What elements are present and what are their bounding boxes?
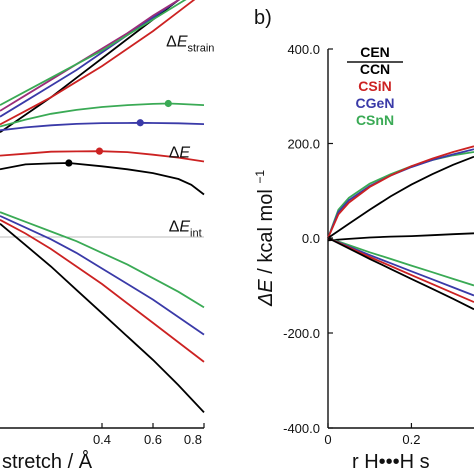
y-label-unit: / kcal mol bbox=[255, 189, 277, 273]
panel-b-y-ticks: 400.0 200.0 0.0 -200.0 -400.0 bbox=[283, 42, 333, 436]
panel-b-series-line-2 bbox=[327, 145, 474, 239]
panel-a-marker-3 bbox=[65, 159, 73, 167]
annotation-delta-e-total: ΔE bbox=[169, 145, 191, 162]
panel-b-x-tick-label: 0.2 bbox=[402, 432, 420, 447]
annotation-e: E bbox=[179, 219, 190, 236]
panel-a-series-group bbox=[0, 0, 205, 414]
panel-b-series-line-3 bbox=[327, 155, 474, 239]
panel-a-marker-1 bbox=[136, 119, 144, 127]
panel-a-x-tick-label: 0.6 bbox=[144, 432, 162, 447]
panel-a-series-line-11 bbox=[0, 219, 205, 363]
annotation-delta-e-strain: ΔEstrain bbox=[166, 34, 214, 55]
panel-b-y-tick-label: -400.0 bbox=[283, 421, 320, 436]
panel-a-series-line-9 bbox=[0, 211, 205, 309]
panel-a-marker-0 bbox=[164, 99, 172, 108]
annotation-delta-e-int: ΔEint bbox=[169, 219, 202, 240]
panel-a-x-axis-label: stretch / Å bbox=[2, 450, 93, 473]
panel-a-x-tick-label: 0.8 bbox=[184, 432, 202, 447]
panel-b-x-tick-label: 0 bbox=[324, 432, 331, 447]
panel-a-series-line-8 bbox=[0, 162, 205, 196]
panel-b-series-line-6 bbox=[327, 237, 474, 297]
svg-text:ΔE / kcal mol: ΔE / kcal mol −1 bbox=[253, 170, 277, 307]
panel-b-y-tick-label: 200.0 bbox=[287, 137, 320, 152]
panel-a-series-line-12 bbox=[0, 223, 205, 414]
panel-b-y-axis-label: ΔE / kcal mol −1 bbox=[253, 170, 277, 307]
legend-entry-csnn: CSnN bbox=[356, 112, 394, 128]
annotation-subscript: strain bbox=[188, 43, 215, 55]
panel-b-x-axis-label: r H•••H s bbox=[352, 451, 430, 473]
panel-b-series-line-8 bbox=[327, 237, 474, 311]
panel-b-x-ticks: 0 0.2 bbox=[324, 423, 420, 447]
y-label-exponent: −1 bbox=[253, 170, 267, 184]
legend-entry-ccn: CCN bbox=[360, 61, 390, 77]
panel-a-series-line-3 bbox=[0, 0, 181, 112]
panel-a-markers bbox=[65, 99, 172, 167]
legend-entry-cen: CEN bbox=[360, 44, 390, 60]
annotation-delta: Δ bbox=[169, 145, 180, 162]
panel-a-x-ticks: 0.4 0.6 0.8 bbox=[93, 423, 205, 447]
y-label-main: ΔE bbox=[255, 279, 277, 307]
panel-a-series-line-4 bbox=[0, 0, 187, 106]
panel-b-y-tick-label: -200.0 bbox=[283, 326, 320, 341]
panel-b-y-tick-label: 400.0 bbox=[287, 42, 320, 57]
panel-b-series-line-4 bbox=[327, 232, 474, 242]
annotation-delta: Δ bbox=[166, 34, 177, 51]
panel-b-label: b) bbox=[254, 7, 272, 29]
panel-b-series-group bbox=[327, 145, 474, 311]
panel-a-series-line-6 bbox=[0, 121, 205, 132]
annotation-subscript: int bbox=[190, 228, 202, 240]
annotation-delta: Δ bbox=[169, 219, 180, 236]
panel-a-series-line-1 bbox=[0, 0, 196, 126]
panel-b-series-line-1 bbox=[327, 148, 474, 239]
panel-a-marker-2 bbox=[95, 147, 104, 155]
annotation-e: E bbox=[179, 145, 190, 162]
panel-a-x-tick-label: 0.4 bbox=[93, 432, 111, 447]
panel-b-y-tick-label: 0.0 bbox=[302, 231, 320, 246]
panel-b-series-line-5 bbox=[327, 237, 474, 287]
legend-entry-cgen: CGeN bbox=[356, 95, 395, 111]
legend-entry-csin: CSiN bbox=[358, 78, 391, 94]
annotation-e: E bbox=[177, 34, 188, 51]
panel-a-series-line-5 bbox=[0, 102, 205, 128]
panel-a-series-line-10 bbox=[0, 215, 205, 336]
panel-b-series-line-7 bbox=[327, 237, 474, 303]
